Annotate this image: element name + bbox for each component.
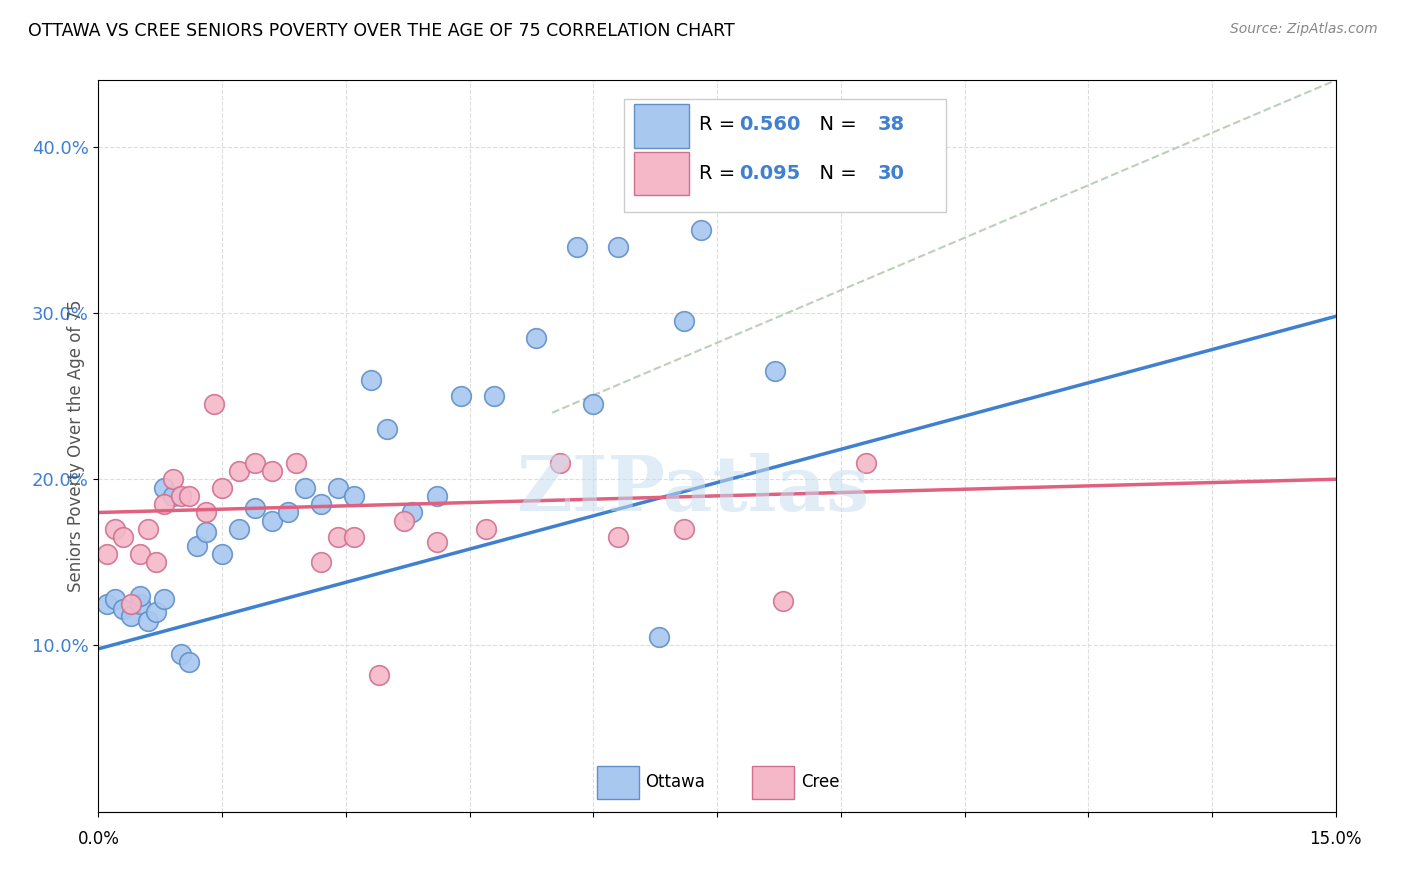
Point	[673, 314, 696, 328]
Point	[392, 514, 415, 528]
Point	[128, 597, 150, 611]
Point	[162, 489, 184, 503]
Point	[128, 547, 150, 561]
FancyBboxPatch shape	[634, 104, 689, 147]
Point	[211, 547, 233, 561]
FancyBboxPatch shape	[752, 766, 794, 798]
Y-axis label: Seniors Poverty Over the Age of 75: Seniors Poverty Over the Age of 75	[66, 300, 84, 592]
Point	[112, 530, 135, 544]
Point	[607, 239, 630, 253]
FancyBboxPatch shape	[624, 99, 946, 212]
Point	[153, 591, 176, 606]
Point	[326, 530, 349, 544]
Point	[153, 497, 176, 511]
Point	[367, 668, 389, 682]
Point	[426, 535, 449, 549]
Text: ZIPatlas: ZIPatlas	[516, 453, 869, 527]
Text: R =: R =	[699, 115, 741, 135]
Point	[153, 481, 176, 495]
Point	[309, 555, 332, 569]
Point	[186, 539, 208, 553]
Text: 0.0%: 0.0%	[77, 830, 120, 848]
Point	[112, 602, 135, 616]
Point	[260, 464, 283, 478]
Text: R =: R =	[699, 164, 741, 184]
Point	[360, 372, 382, 386]
Point	[582, 397, 605, 411]
Point	[104, 591, 127, 606]
Point	[401, 506, 423, 520]
Point	[194, 506, 217, 520]
Point	[294, 481, 316, 495]
Text: N =: N =	[807, 164, 863, 184]
Point	[607, 530, 630, 544]
Point	[450, 389, 472, 403]
Point	[475, 522, 498, 536]
Point	[375, 422, 398, 436]
Point	[170, 489, 193, 503]
Point	[128, 589, 150, 603]
Point	[343, 530, 366, 544]
Text: 0.560: 0.560	[740, 115, 800, 135]
Point	[484, 389, 506, 403]
Point	[285, 456, 308, 470]
Point	[96, 597, 118, 611]
Point	[243, 456, 266, 470]
FancyBboxPatch shape	[598, 766, 640, 798]
Point	[104, 522, 127, 536]
Point	[855, 456, 877, 470]
Text: Source: ZipAtlas.com: Source: ZipAtlas.com	[1230, 22, 1378, 37]
Point	[120, 608, 142, 623]
Point	[277, 506, 299, 520]
Point	[260, 514, 283, 528]
Point	[673, 522, 696, 536]
Point	[145, 555, 167, 569]
Text: OTTAWA VS CREE SENIORS POVERTY OVER THE AGE OF 75 CORRELATION CHART: OTTAWA VS CREE SENIORS POVERTY OVER THE …	[28, 22, 735, 40]
FancyBboxPatch shape	[634, 152, 689, 195]
Point	[243, 500, 266, 515]
Point	[565, 239, 588, 253]
Point	[96, 547, 118, 561]
Text: N =: N =	[807, 115, 863, 135]
Point	[772, 593, 794, 607]
Point	[228, 464, 250, 478]
Point	[309, 497, 332, 511]
Point	[228, 522, 250, 536]
Point	[162, 472, 184, 486]
Point	[524, 331, 547, 345]
Text: Cree: Cree	[801, 773, 839, 791]
Point	[211, 481, 233, 495]
Point	[202, 397, 225, 411]
Point	[426, 489, 449, 503]
Point	[120, 597, 142, 611]
Point	[170, 647, 193, 661]
Point	[179, 655, 201, 669]
Text: 30: 30	[877, 164, 905, 184]
Point	[194, 525, 217, 540]
Text: 15.0%: 15.0%	[1309, 830, 1362, 848]
Point	[179, 489, 201, 503]
Point	[550, 456, 572, 470]
Point	[136, 614, 159, 628]
Point	[648, 630, 671, 644]
Point	[343, 489, 366, 503]
Point	[689, 223, 711, 237]
Point	[326, 481, 349, 495]
Text: 0.095: 0.095	[740, 164, 800, 184]
Text: Ottawa: Ottawa	[645, 773, 706, 791]
Point	[145, 605, 167, 619]
Point	[763, 364, 786, 378]
Point	[136, 522, 159, 536]
Text: 38: 38	[877, 115, 905, 135]
